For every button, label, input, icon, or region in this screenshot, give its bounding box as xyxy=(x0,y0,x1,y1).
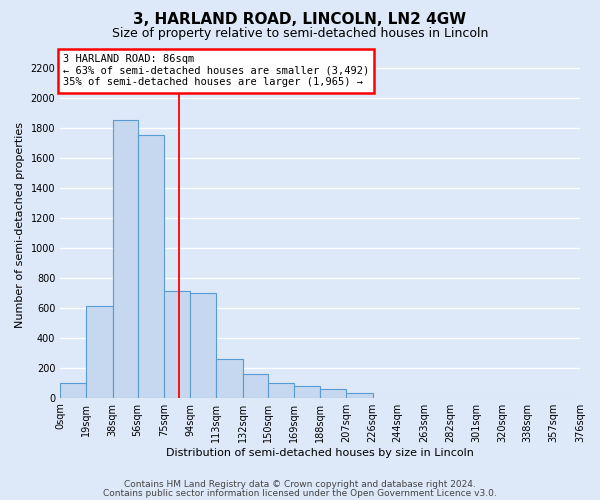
Bar xyxy=(346,393,373,398)
Bar xyxy=(113,120,137,398)
Bar xyxy=(164,291,190,398)
X-axis label: Distribution of semi-detached houses by size in Lincoln: Distribution of semi-detached houses by … xyxy=(166,448,474,458)
Y-axis label: Number of semi-detached properties: Number of semi-detached properties xyxy=(15,122,25,328)
Bar xyxy=(217,360,242,398)
Bar xyxy=(242,374,268,398)
Text: Contains public sector information licensed under the Open Government Licence v3: Contains public sector information licen… xyxy=(103,488,497,498)
Bar xyxy=(137,135,164,398)
Bar xyxy=(86,306,113,398)
Bar xyxy=(294,386,320,398)
Bar xyxy=(190,292,217,398)
Bar xyxy=(320,390,346,398)
Text: Contains HM Land Registry data © Crown copyright and database right 2024.: Contains HM Land Registry data © Crown c… xyxy=(124,480,476,489)
Text: 3 HARLAND ROAD: 86sqm
← 63% of semi-detached houses are smaller (3,492)
35% of s: 3 HARLAND ROAD: 86sqm ← 63% of semi-deta… xyxy=(63,54,369,88)
Bar xyxy=(60,382,86,398)
Text: 3, HARLAND ROAD, LINCOLN, LN2 4GW: 3, HARLAND ROAD, LINCOLN, LN2 4GW xyxy=(133,12,467,28)
Text: Size of property relative to semi-detached houses in Lincoln: Size of property relative to semi-detach… xyxy=(112,28,488,40)
Bar xyxy=(268,382,294,398)
